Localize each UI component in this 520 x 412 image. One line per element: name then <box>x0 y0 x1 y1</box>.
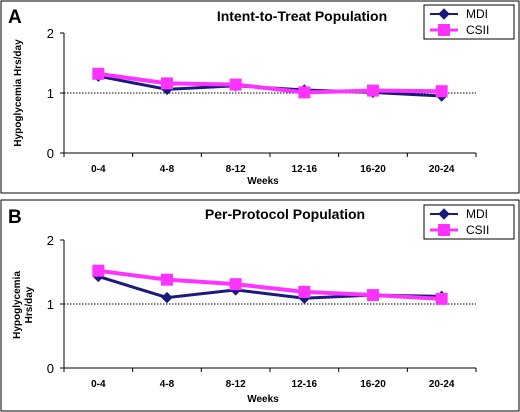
panel-a-x-tick-label: 8-12 <box>226 164 246 175</box>
panel-b-legend-mdi-marker <box>438 208 450 220</box>
panel-a-ylabel: Hypoglycemia Hrs/day <box>13 39 24 147</box>
panel-a-y-tick-label: 2 <box>47 26 54 41</box>
panel-b-legend: MDI CSII <box>423 204 515 240</box>
panel-b-series-csii-point <box>229 278 242 291</box>
panel-a-letter: A <box>8 7 22 28</box>
panel-b-legend-mdi-label: MDI <box>466 207 488 221</box>
panel-a-series-csii-point <box>92 67 105 80</box>
panel-a-legend-csii-label: CSII <box>466 23 489 37</box>
panel-b-x-tick-label: 16-20 <box>360 379 386 390</box>
panel-b-x-tick-label: 4-8 <box>160 379 175 390</box>
panel-a-x-tick-label: 16-20 <box>360 164 386 175</box>
panel-b-x-tick-label: 12-16 <box>292 379 318 390</box>
panel-a-xlabel: Weeks <box>247 176 279 187</box>
panel-a-series-csii-point <box>161 77 173 90</box>
panel-b-legend-csii-label: CSII <box>466 223 489 237</box>
panel-a-x-tick-label: 20-24 <box>429 164 455 175</box>
panel-b-x-tick-label: 20-24 <box>429 379 455 390</box>
panel-a-x-tick-label: 12-16 <box>292 164 318 175</box>
panel-a-series-csii-point <box>435 85 448 98</box>
panel-a-series-csii-line <box>98 71 442 95</box>
panel-a-series-csii-point <box>229 78 242 91</box>
panel-b-series-csii-line <box>98 268 442 301</box>
panel-b-ylabel-line1: Hypoglycemia <box>12 271 23 339</box>
panel-a-x-tick-label: 0-4 <box>91 164 106 175</box>
panel-a-title: Intent-to-Treat Population <box>217 8 387 24</box>
panel-b-series-mdi-point <box>161 291 173 304</box>
panel-a-legend: MDI CSII <box>423 4 515 40</box>
panel-a-x-tick-label: 4-8 <box>160 164 175 175</box>
panel-a-y-tick-label: 0 <box>47 146 54 161</box>
panel-b-border <box>0 199 520 412</box>
panel-a-y-tick-label: 1 <box>47 86 54 101</box>
panel-a: A Intent-to-Treat Population Weeks Hypog… <box>0 0 520 194</box>
panel-b-ylabel-line2: Hrs/day <box>24 286 35 323</box>
panel-b-series-csii-point <box>161 273 173 286</box>
panel-b-series-csii-point <box>435 292 448 305</box>
panel-b-legend-csii-marker <box>438 224 450 236</box>
panel-b-series-csii-point <box>92 264 105 277</box>
panel-b-series-csii-point <box>367 289 379 302</box>
panel-b-y-tick-label: 2 <box>47 233 54 248</box>
panel-b-xlabel: Weeks <box>247 394 279 405</box>
panel-a-plot: 0 1 2 0-4 4-8 8-12 12-16 16-20 20-24 <box>47 26 477 175</box>
panel-a-legend-csii-marker <box>438 24 450 36</box>
panel-a-legend-mdi-label: MDI <box>466 7 488 21</box>
panel-b-x-tick-label: 0-4 <box>91 379 106 390</box>
panel-b-title: Per-Protocol Population <box>205 206 365 222</box>
panel-a-series-csii-point <box>298 86 311 99</box>
panel-b-plot: 0 1 2 0-4 4-8 8-12 12-16 16-20 20-24 <box>47 233 477 390</box>
panel-b: B Per-Protocol Population Weeks Hypoglyc… <box>0 199 520 412</box>
panel-b-x-tick-label: 8-12 <box>226 379 246 390</box>
panel-a-legend-mdi-marker <box>438 8 450 20</box>
panel-a-border <box>0 0 520 194</box>
panel-b-y-tick-label: 1 <box>47 297 54 312</box>
panel-b-y-tick-label: 0 <box>47 361 54 376</box>
panel-b-series-csii-point <box>298 285 311 298</box>
panel-b-letter: B <box>8 207 22 228</box>
panel-a-series-csii-point <box>367 84 379 97</box>
